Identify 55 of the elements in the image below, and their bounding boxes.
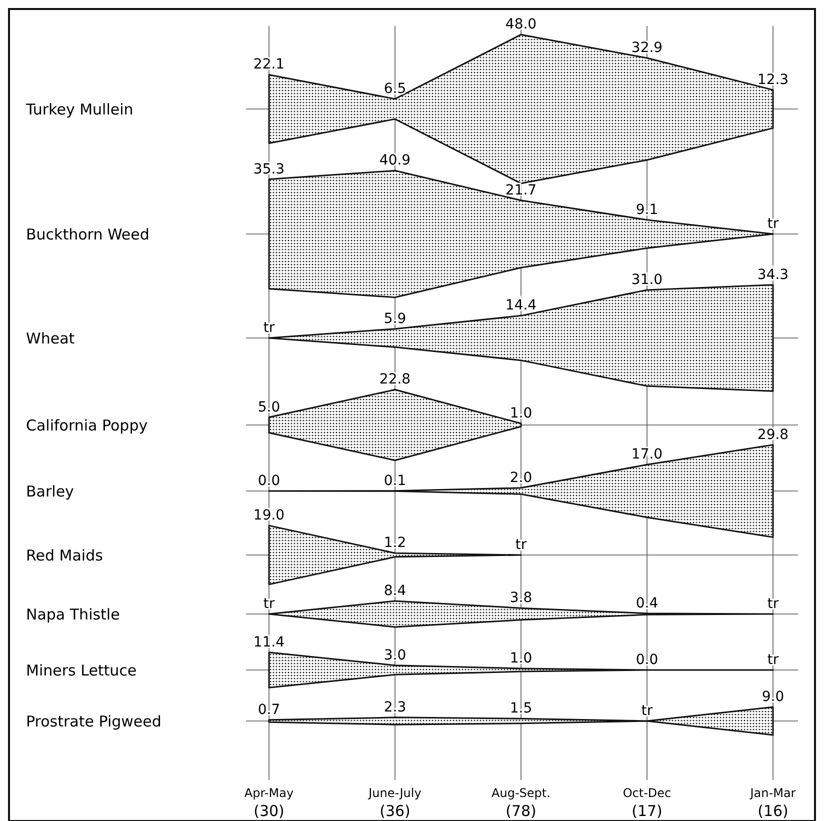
data-label: 5.9: [384, 310, 406, 327]
data-label: 9.1: [636, 202, 658, 218]
data-label: 34.3: [757, 266, 789, 283]
text: Napa Thistle: [26, 605, 120, 624]
data-label: 9.0: [762, 689, 784, 706]
data-label: 29.8: [757, 426, 789, 443]
category-label: Jan-Mar (16): [749, 786, 796, 820]
data-label: 1.2: [384, 535, 406, 552]
category-label: Oct-Dec (17): [622, 786, 672, 820]
data-label: 8.4: [384, 582, 406, 599]
text: Prostrate Pigweed: [26, 712, 162, 730]
data-label: 35.3: [253, 161, 285, 178]
data-label: 19.0: [253, 508, 285, 524]
data-label: tr: [263, 320, 275, 336]
data-label: tr: [263, 596, 275, 612]
data-label: 1.5: [510, 700, 532, 717]
data-label: 12.3: [757, 72, 789, 88]
data-label: 3.0: [384, 647, 406, 664]
category-label: June-July (36): [368, 786, 422, 820]
data-label: 5.0: [258, 399, 280, 416]
text: Miners Lettuce: [26, 661, 137, 680]
data-label: 1.0: [510, 405, 532, 422]
data-label: 21.7: [505, 182, 537, 198]
text: Barley: [26, 482, 74, 500]
data-label: tr: [515, 537, 527, 553]
data-label: 40.9: [379, 152, 411, 169]
text: California Poppy: [26, 416, 148, 434]
data-label: 2.3: [384, 699, 406, 716]
data-label: 0.0: [258, 473, 280, 489]
data-label: tr: [767, 216, 779, 232]
data-label: 17.0: [631, 446, 663, 463]
data-label: 2.0: [510, 470, 532, 486]
data-label: tr: [641, 703, 653, 719]
data-label: tr: [767, 596, 779, 612]
data-label: 0.4: [636, 595, 658, 612]
data-label: 22.8: [379, 372, 411, 388]
data-label: 14.4: [505, 298, 537, 314]
data-label: 0.0: [636, 652, 658, 668]
text: Red Maids: [26, 546, 104, 564]
text: Buckthorn Weed: [26, 225, 150, 244]
category-label: Apr-May (30): [244, 786, 294, 820]
data-label: 6.5: [384, 80, 406, 97]
data-label: 1.0: [510, 650, 532, 666]
data-label: 48.0: [505, 16, 537, 33]
data-label: 3.8: [510, 590, 532, 606]
data-label: 32.9: [631, 40, 663, 56]
data-label: 11.4: [253, 634, 285, 650]
data-label: 0.1: [384, 472, 406, 489]
text: Wheat: [26, 329, 75, 348]
text: Turkey Mullein: [25, 100, 134, 118]
category-label: Aug-Sept. (78): [492, 786, 550, 820]
data-label: 22.1: [253, 56, 285, 73]
data-label: 31.0: [631, 272, 663, 288]
data-label: 0.7: [258, 702, 280, 718]
data-label: tr: [767, 652, 779, 668]
